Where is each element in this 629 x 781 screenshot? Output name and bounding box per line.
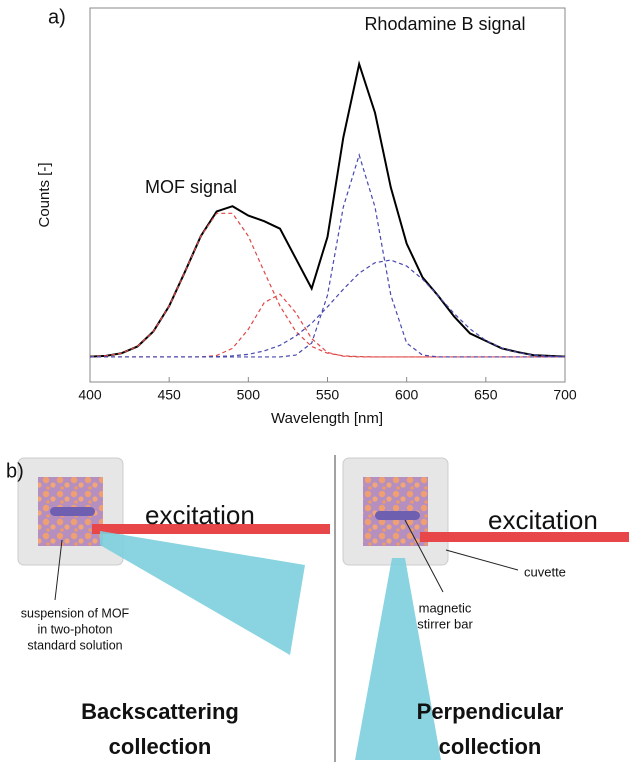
pointer	[404, 519, 444, 593]
setup-title: Perpendicular	[417, 699, 564, 724]
stirrer-bar	[50, 507, 95, 516]
annotation: MOF signal	[145, 177, 237, 197]
stirrer-label: stirrer bar	[417, 616, 473, 631]
stirrer-label: magnetic	[419, 600, 472, 615]
x-axis-label: Wavelength [nm]	[271, 410, 383, 427]
data-line	[89, 60, 566, 358]
stirrer-bar	[375, 511, 420, 520]
laser-beam	[420, 532, 629, 542]
setup-title: Backscattering	[81, 699, 239, 724]
x-tick-label: 500	[237, 387, 261, 403]
data-line	[90, 293, 565, 358]
sample-label: suspension of MOF	[21, 606, 130, 620]
collection-cone	[355, 558, 441, 760]
collection-cone	[100, 531, 305, 655]
y-axis-label: Counts [-]	[36, 162, 53, 227]
data-line	[89, 212, 565, 358]
beam-label: excitation	[488, 505, 598, 535]
x-tick-label: 450	[157, 387, 181, 403]
beam-label: excitation	[145, 500, 255, 530]
pointer	[445, 549, 519, 571]
data-line	[90, 259, 566, 358]
x-tick-label: 600	[395, 387, 419, 403]
cuvette-label: cuvette	[524, 564, 566, 579]
sample-label: in two-photon	[37, 622, 112, 636]
x-tick-label: 550	[316, 387, 340, 403]
panel-label: a)	[48, 6, 66, 28]
sample-label: standard solution	[27, 638, 122, 652]
diagram: b) excitation suspension of MOF in two-p…	[6, 455, 629, 762]
x-tick-label: 650	[474, 387, 498, 403]
x-tick-label: 400	[78, 387, 102, 403]
setup-title: collection	[109, 734, 212, 759]
setup-title: collection	[439, 734, 542, 759]
laser-beam	[92, 524, 330, 534]
annotation: Rhodamine B signal	[364, 14, 525, 34]
x-tick-label: 700	[553, 387, 577, 403]
pointer	[54, 539, 63, 601]
panel-label: b)	[6, 460, 24, 482]
